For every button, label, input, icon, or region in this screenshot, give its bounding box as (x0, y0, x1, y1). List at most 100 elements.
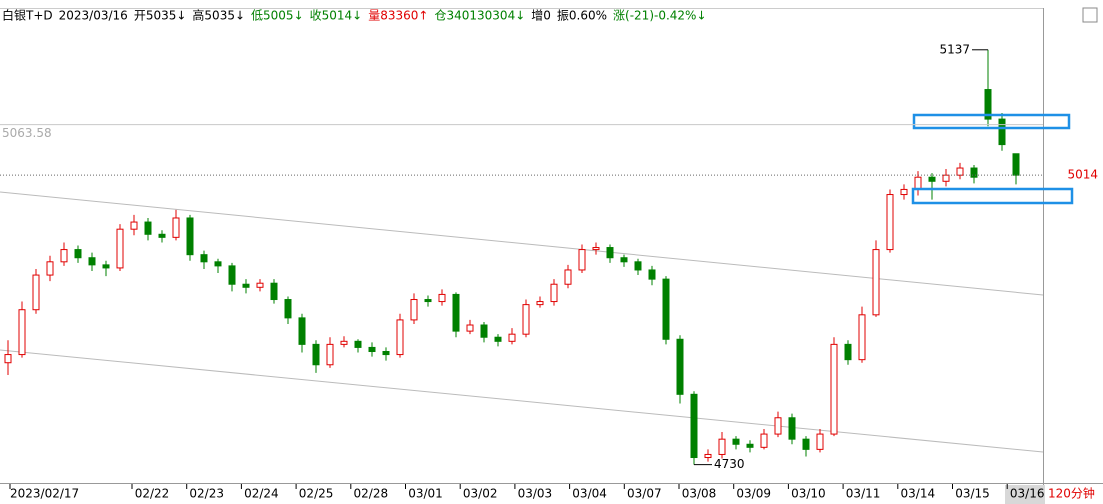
candle-body (648, 269, 656, 280)
x-tick-label: 02/28 (354, 487, 389, 501)
candle-body (718, 438, 726, 455)
candle-body (536, 301, 544, 306)
candle-body (844, 343, 852, 361)
header-field: 振0.60% (557, 9, 607, 23)
header-field: 仓340130304↓ (434, 9, 525, 23)
candle-body (914, 176, 922, 190)
candle-body (830, 343, 838, 435)
candle-body (592, 247, 600, 251)
candle-body (438, 293, 446, 303)
candle-body (144, 221, 152, 235)
candle-body (382, 351, 390, 356)
candle-body (858, 314, 866, 361)
candle-body (956, 167, 964, 176)
candle-body (396, 319, 404, 356)
candle-body (970, 167, 978, 178)
candle-body (46, 261, 54, 276)
candle-body (872, 249, 880, 316)
x-tick-label: 03/11 (846, 487, 881, 501)
x-tick-label: 03/08 (682, 487, 717, 501)
candle-body (494, 336, 502, 342)
x-tick-label: 03/03 (518, 487, 553, 501)
x-tick-label: 03/10 (791, 487, 826, 501)
last-price-label: 5014 (1067, 168, 1098, 182)
candle-body (200, 254, 208, 263)
x-tick-label: 02/23 (189, 487, 224, 501)
channel-upper (0, 191, 1044, 296)
candle-body (704, 453, 712, 459)
candle-body (410, 299, 418, 321)
candle-body (466, 324, 474, 332)
highlight-box (911, 187, 1074, 205)
candle-body (802, 438, 810, 450)
candle-body (242, 283, 250, 288)
header-field: 涨(-21)-0.42%↓ (613, 8, 706, 23)
x-tick-label: 02/24 (244, 487, 279, 501)
channel-lower (0, 349, 1044, 453)
header-field: 收5014↓ (310, 9, 363, 23)
header-field: 2023/03/16 (59, 9, 128, 23)
candle-body (32, 274, 40, 311)
candle-body (452, 293, 460, 332)
high-label: 5137 (939, 42, 970, 56)
candle-body (578, 249, 586, 271)
x-tick-label: 03/16 (1010, 487, 1045, 501)
x-tick-label: 03/02 (463, 487, 498, 501)
candle-body (88, 257, 96, 266)
candle-body (606, 247, 614, 259)
candle-body (564, 269, 572, 285)
candle-body (774, 417, 782, 435)
candle-body (228, 265, 236, 285)
candle-body (424, 299, 432, 303)
candle-body (284, 299, 292, 319)
header-field: 开5035↓ (134, 9, 187, 23)
candle-body (172, 217, 180, 238)
current-date-bg (1005, 485, 1045, 504)
candle-body (788, 417, 796, 440)
candle-body (998, 118, 1006, 146)
candle-body (368, 346, 376, 353)
candle-body (900, 188, 908, 196)
candle-body (984, 89, 992, 120)
candle-body (942, 174, 950, 182)
candle-body (340, 340, 348, 345)
candle-body (354, 340, 362, 348)
x-tick-label: 03/09 (736, 487, 771, 501)
x-tick-label: 02/22 (135, 487, 170, 501)
low-label: 4730 (714, 457, 745, 471)
candle-body (620, 257, 628, 263)
candle-body (634, 261, 642, 271)
candle-body (816, 433, 824, 450)
candle-body (662, 278, 670, 340)
header-field: 量83360↑ (368, 9, 428, 23)
x-tick-label: 2023/02/17 (10, 487, 79, 501)
candle-body (760, 433, 768, 448)
candle-body (102, 264, 110, 269)
header-field: 低5005↓ (251, 9, 304, 23)
settings-icon[interactable] (1082, 7, 1098, 23)
candle-body (480, 324, 488, 338)
highlight-box (912, 113, 1071, 130)
candle-body (732, 438, 740, 445)
x-tick-label: 03/04 (572, 487, 607, 501)
x-tick-label: 03/07 (627, 487, 662, 501)
candle-body (508, 333, 516, 342)
candle-body (886, 194, 894, 251)
candle-body (928, 176, 936, 182)
candle-body (270, 282, 278, 301)
candle-body (326, 343, 334, 366)
candle-body (550, 283, 558, 303)
candle-body (522, 304, 530, 335)
candle-body (746, 443, 754, 448)
header-field: 增0 (531, 9, 551, 23)
candle-body (74, 249, 82, 259)
candle-body (312, 343, 320, 366)
candle-body (256, 282, 264, 288)
x-tick-label: 03/15 (955, 487, 990, 501)
candle-body (158, 233, 166, 238)
candle-body (186, 217, 194, 256)
candle-body (690, 393, 698, 459)
candle-body (298, 317, 306, 345)
